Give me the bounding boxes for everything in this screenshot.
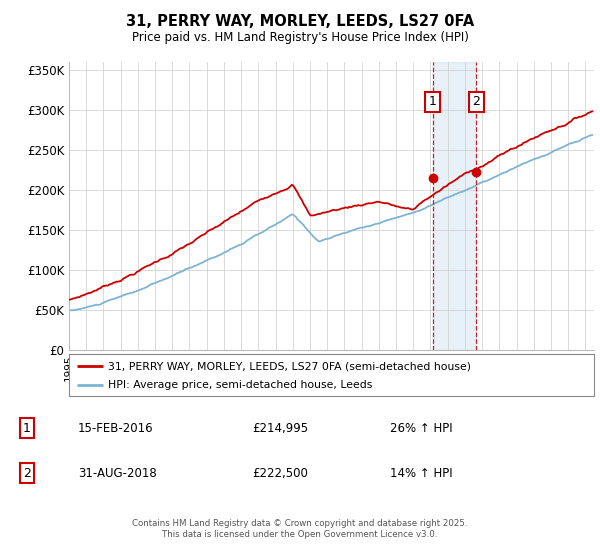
Text: 14% ↑ HPI: 14% ↑ HPI — [390, 466, 452, 480]
Text: Contains HM Land Registry data © Crown copyright and database right 2025.: Contains HM Land Registry data © Crown c… — [132, 519, 468, 528]
Text: HPI: Average price, semi-detached house, Leeds: HPI: Average price, semi-detached house,… — [109, 380, 373, 390]
Text: 2: 2 — [23, 466, 31, 480]
Text: 31-AUG-2018: 31-AUG-2018 — [78, 466, 157, 480]
Text: 31, PERRY WAY, MORLEY, LEEDS, LS27 0FA: 31, PERRY WAY, MORLEY, LEEDS, LS27 0FA — [126, 14, 474, 29]
Text: £214,995: £214,995 — [252, 422, 308, 435]
Text: 1: 1 — [23, 422, 31, 435]
Text: 2: 2 — [472, 95, 481, 108]
Text: 1: 1 — [428, 95, 436, 108]
Text: 26% ↑ HPI: 26% ↑ HPI — [390, 422, 452, 435]
Text: 15-FEB-2016: 15-FEB-2016 — [78, 422, 154, 435]
Text: This data is licensed under the Open Government Licence v3.0.: This data is licensed under the Open Gov… — [163, 530, 437, 539]
Text: Price paid vs. HM Land Registry's House Price Index (HPI): Price paid vs. HM Land Registry's House … — [131, 31, 469, 44]
Bar — [433, 62, 476, 350]
Text: 31, PERRY WAY, MORLEY, LEEDS, LS27 0FA (semi-detached house): 31, PERRY WAY, MORLEY, LEEDS, LS27 0FA (… — [109, 361, 472, 371]
Text: £222,500: £222,500 — [252, 466, 308, 480]
